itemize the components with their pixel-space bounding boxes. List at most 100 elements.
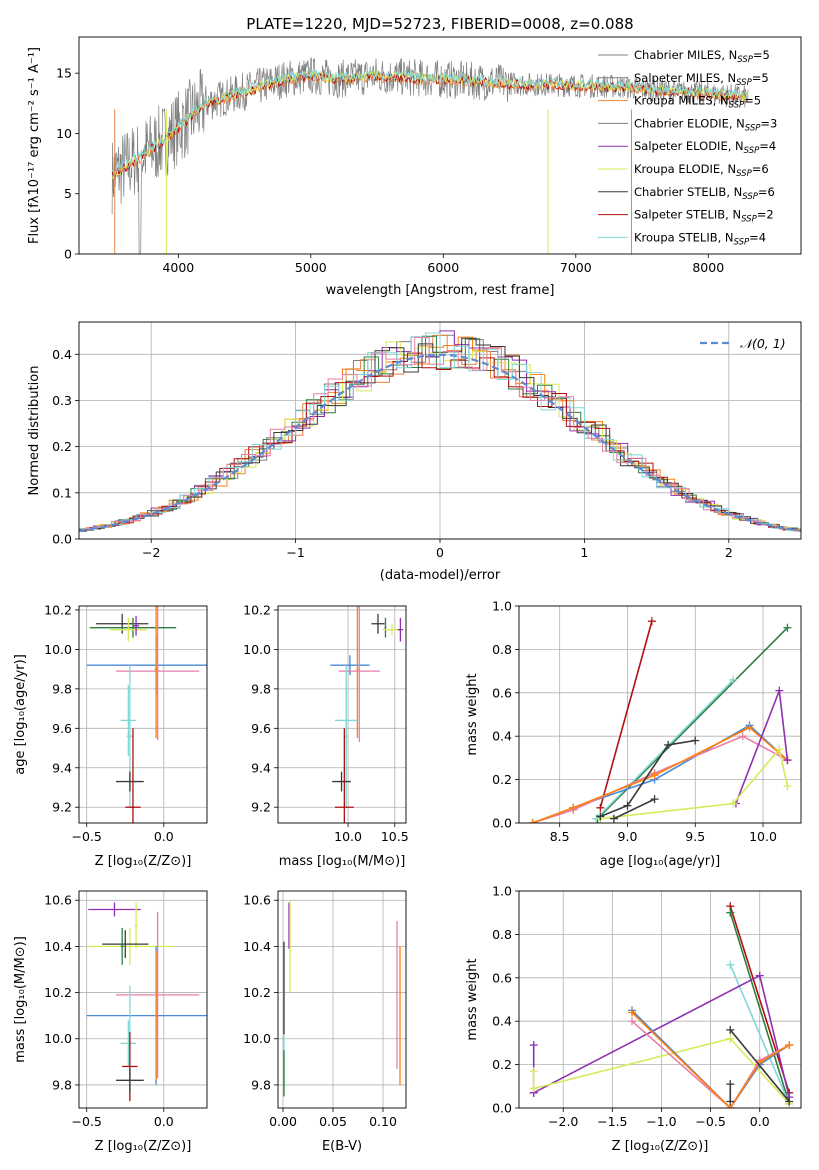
y-tick-label: 9.2 bbox=[52, 800, 72, 815]
plus-marker bbox=[627, 1008, 636, 1017]
mw_vs_Z-chart: −2.0 −1.5 −1.0 −0.5 0.0 0.0 0.2 0.4 0.6 0.8 1.0 Z [… bbox=[465, 884, 802, 1154]
x-tick-label: −1.0 bbox=[646, 1114, 676, 1129]
plus-marker bbox=[775, 686, 784, 695]
y-tick-label: 5 bbox=[64, 186, 72, 201]
y-tick-label: 9.8 bbox=[52, 1077, 72, 1092]
x-tick-label: −1.5 bbox=[597, 1114, 627, 1129]
data-point bbox=[330, 655, 370, 676]
y-tick-label: 9.8 bbox=[251, 681, 271, 696]
legend-entry: Kroupa MILES, NSSP=5 bbox=[634, 94, 761, 111]
plus-marker bbox=[650, 795, 659, 804]
y-tick-label: 10.0 bbox=[44, 1031, 72, 1046]
x-axis-label: Z [log₁₀(Z/Z⊙)] bbox=[612, 1139, 709, 1154]
age_vs_Z-chart: −0.5 0.0 9.2 9.4 9.6 9.8 10.0 10.2 Z [log₁₀(Z/Z⊙… bbox=[13, 602, 208, 869]
plus-marker bbox=[691, 736, 700, 745]
x-tick-label: −1 bbox=[286, 545, 304, 560]
x-tick-label: 5000 bbox=[295, 260, 327, 275]
plus-marker bbox=[738, 732, 747, 741]
x-tick-label: 0.05 bbox=[319, 1114, 347, 1129]
plus-marker bbox=[785, 1041, 794, 1050]
residual-histogram-line bbox=[79, 352, 801, 532]
data-point bbox=[120, 684, 137, 756]
mw_vs_age-plot-area bbox=[528, 617, 792, 823]
plus-marker bbox=[528, 819, 537, 823]
data-point bbox=[116, 771, 144, 792]
data-point bbox=[154, 606, 158, 739]
y-tick-label: 0.4 bbox=[492, 729, 512, 744]
data-point bbox=[125, 728, 141, 823]
plus-marker bbox=[783, 623, 792, 632]
mass-weight-line bbox=[599, 620, 653, 809]
mass-weight-line bbox=[600, 739, 696, 818]
y-tick-label: 0.0 bbox=[492, 1101, 512, 1116]
data-point bbox=[154, 951, 158, 1081]
legend-entry: 𝒩(0, 1) bbox=[740, 336, 786, 351]
plus-marker bbox=[529, 1041, 538, 1050]
axes-frame bbox=[78, 890, 208, 1109]
legend-entry: Chabrier ELODIE, NSSP=3 bbox=[634, 116, 777, 133]
plus-marker bbox=[623, 801, 632, 810]
mw_vs_Z-plot-area bbox=[529, 902, 794, 1108]
plus-marker bbox=[726, 960, 735, 969]
data-point bbox=[397, 617, 404, 642]
axes-frame bbox=[78, 605, 208, 824]
residuals-plot-area bbox=[79, 330, 801, 533]
residual-histogram-line bbox=[79, 332, 801, 533]
x-tick-label: −0.5 bbox=[695, 1114, 725, 1129]
x-tick-label: 8000 bbox=[692, 260, 724, 275]
figure-title: PLATE=1220, MJD=52723, FIBERID=0008, z=0… bbox=[246, 15, 633, 33]
mass-weight-line bbox=[729, 964, 790, 1105]
y-tick-label: 10.2 bbox=[243, 985, 271, 1000]
residual-histogram-line bbox=[79, 337, 801, 532]
data-point bbox=[356, 606, 359, 739]
plus-marker bbox=[529, 1084, 538, 1093]
data-point bbox=[109, 617, 147, 642]
residuals-legend: 𝒩(0, 1) bbox=[700, 336, 786, 351]
mass-weight-line bbox=[600, 747, 789, 820]
y-tick-label: 10.0 bbox=[44, 642, 72, 657]
data-point bbox=[116, 1068, 144, 1092]
mass_vs_ebv-chart: 0.00 0.05 0.10 9.8 10.0 10.2 10.4 10.6 E(B-V) bbox=[243, 890, 407, 1154]
mass_vs_Z-chart: −0.5 0.0 9.8 10.0 10.2 10.4 10.6 Z [log₁₀(Z/Z⊙)… bbox=[13, 890, 208, 1154]
y-tick-label: 1.0 bbox=[492, 599, 512, 614]
legend-entry: Kroupa STELIB, NSSP=4 bbox=[634, 230, 766, 247]
data-point bbox=[120, 927, 124, 965]
x-axis-label: (data-model)/error bbox=[380, 568, 501, 583]
y-axis-label: mass [log₁₀(M/M⊙)] bbox=[13, 936, 28, 1063]
data-point bbox=[134, 902, 138, 949]
mass-weight-line bbox=[729, 905, 790, 1094]
data-point bbox=[332, 771, 351, 792]
x-axis-label: age [log₁₀(age/yr)] bbox=[600, 854, 721, 869]
x-tick-label: 0 bbox=[436, 545, 444, 560]
mass-weight-line bbox=[729, 1029, 790, 1103]
x-tick-label: 9.0 bbox=[618, 829, 638, 844]
plus-marker bbox=[726, 1025, 735, 1034]
mass_vs_Z-plot-area bbox=[86, 902, 207, 1102]
legend-entry: Salpeter ELODIE, NSSP=4 bbox=[634, 139, 776, 156]
legend-entry: Salpeter STELIB, NSSP=2 bbox=[634, 208, 774, 225]
model-spectrum-line bbox=[111, 68, 749, 177]
y-tick-label: 9.6 bbox=[251, 721, 271, 736]
x-tick-label: −0.5 bbox=[72, 829, 102, 844]
y-tick-label: 0.0 bbox=[52, 532, 72, 547]
x-tick-label: 0.0 bbox=[154, 829, 174, 844]
x-tick-label: 1 bbox=[580, 545, 588, 560]
y-tick-label: 0.4 bbox=[492, 1014, 512, 1029]
mass-weight-line bbox=[597, 627, 788, 820]
plus-marker bbox=[726, 1080, 735, 1089]
axes-frame bbox=[277, 605, 407, 824]
mass-weight-line bbox=[532, 726, 788, 823]
x-tick-label: −2.0 bbox=[548, 1114, 578, 1129]
y-tick-label: 9.2 bbox=[251, 800, 271, 815]
x-tick-label: −0.5 bbox=[72, 1114, 102, 1129]
legend-entry: Salpeter MILES, NSSP=5 bbox=[634, 71, 769, 88]
plus-marker bbox=[596, 803, 605, 812]
plus-marker bbox=[650, 771, 659, 780]
model-spectrum-line bbox=[111, 69, 749, 180]
plus-marker bbox=[726, 1034, 735, 1043]
observed-spectrum-line bbox=[111, 57, 749, 254]
y-tick-label: 10.4 bbox=[243, 939, 271, 954]
x-tick-label: 0.10 bbox=[369, 1114, 397, 1129]
age_vs_Z-plot-area bbox=[86, 606, 207, 823]
